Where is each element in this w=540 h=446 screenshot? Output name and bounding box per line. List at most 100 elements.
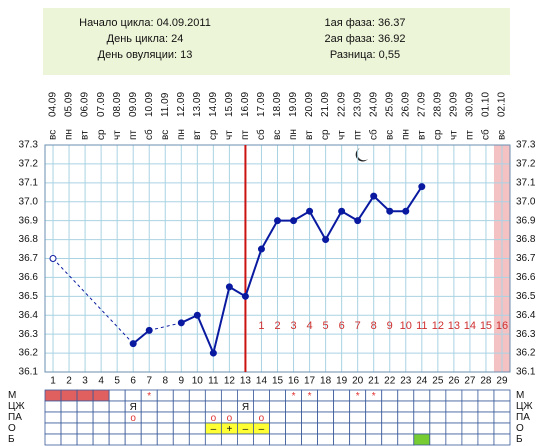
cell bbox=[188, 411, 206, 424]
cell bbox=[269, 400, 286, 413]
cell bbox=[108, 411, 126, 424]
cell bbox=[285, 400, 302, 413]
cell bbox=[365, 400, 383, 413]
cell bbox=[108, 389, 126, 402]
date-label: 08.09 bbox=[112, 92, 123, 117]
cell bbox=[317, 433, 335, 446]
y-tick-label: 37.3 bbox=[516, 140, 536, 151]
temperature-point bbox=[386, 207, 394, 215]
cell bbox=[269, 422, 286, 435]
cell bbox=[333, 389, 351, 402]
phase-day-label: 10 bbox=[400, 320, 412, 332]
x-tick-label: 26 bbox=[448, 376, 460, 387]
y-tick-label: 36.5 bbox=[516, 291, 536, 302]
temperature-point bbox=[145, 326, 153, 334]
cell bbox=[381, 433, 399, 446]
x-tick-label: 6 bbox=[130, 376, 136, 387]
y-tick-label: 36.2 bbox=[19, 348, 39, 359]
cell bbox=[60, 389, 78, 402]
weekday-label: чт bbox=[336, 130, 347, 140]
cell bbox=[172, 411, 190, 424]
y-tick-label: 36.3 bbox=[19, 329, 39, 340]
cell-mark: o bbox=[130, 413, 136, 424]
cell bbox=[60, 400, 78, 413]
row-label: М bbox=[516, 390, 524, 401]
y-tick-label: 36.7 bbox=[19, 253, 39, 264]
gap-connector bbox=[52, 258, 134, 344]
cell bbox=[285, 422, 302, 435]
cell bbox=[333, 411, 351, 424]
date-label: 10.09 bbox=[144, 92, 155, 117]
cell bbox=[397, 411, 415, 424]
y-tick-label: 36.6 bbox=[516, 272, 536, 283]
date-label: 01.10 bbox=[481, 92, 492, 117]
header-right: 2ая фаза: 36.92 bbox=[324, 33, 405, 45]
cell bbox=[76, 400, 94, 413]
cell-mark: * bbox=[356, 391, 360, 402]
temperature-point bbox=[354, 217, 362, 225]
cell bbox=[349, 422, 367, 435]
phase-day-label: 1 bbox=[258, 320, 264, 332]
cell bbox=[269, 389, 286, 402]
date-label: 21.09 bbox=[320, 92, 331, 117]
cell bbox=[204, 433, 222, 446]
weekday-label: чт bbox=[449, 130, 460, 140]
cell bbox=[301, 422, 318, 435]
phase-day-label: 14 bbox=[464, 320, 476, 332]
y-tick-label: 37.0 bbox=[19, 196, 39, 207]
date-label: 28.09 bbox=[432, 92, 443, 117]
cell bbox=[413, 389, 431, 402]
cell-mark: Я bbox=[242, 402, 249, 413]
phase-day-label: 6 bbox=[339, 320, 345, 332]
x-tick-label: 11 bbox=[208, 376, 219, 387]
y-tick-label: 36.1 bbox=[516, 367, 536, 378]
cell bbox=[413, 433, 431, 446]
y-tick-label: 36.1 bbox=[19, 367, 39, 378]
plot-frame bbox=[44, 144, 511, 373]
x-tick-label: 23 bbox=[400, 376, 412, 387]
header-left: Начало цикла: 04.09.2011 bbox=[79, 17, 211, 29]
row-label: Б bbox=[516, 434, 523, 445]
date-label: 23.09 bbox=[352, 92, 363, 117]
cell bbox=[204, 389, 222, 402]
row-label: О bbox=[516, 423, 524, 434]
phase-day-label: 15 bbox=[480, 320, 492, 332]
temperature-point bbox=[274, 217, 281, 225]
weekday-label: вс bbox=[272, 130, 283, 140]
cell bbox=[124, 389, 142, 402]
date-label: 15.09 bbox=[224, 92, 235, 117]
weekday-label: вс bbox=[497, 130, 508, 140]
cell bbox=[349, 400, 367, 413]
cell bbox=[445, 389, 463, 402]
cell-mark: Я bbox=[130, 402, 137, 413]
cell bbox=[253, 389, 270, 402]
weekday-label: сб bbox=[143, 129, 155, 140]
cell bbox=[237, 389, 254, 402]
cell bbox=[493, 433, 511, 446]
cell bbox=[44, 433, 62, 446]
temperature-point bbox=[338, 207, 346, 215]
temperature-point bbox=[209, 349, 217, 357]
weekday-label: вс bbox=[160, 130, 171, 140]
weekday-label: пт bbox=[128, 130, 139, 140]
date-label: 05.09 bbox=[64, 92, 75, 117]
cell bbox=[76, 389, 94, 402]
date-label: 07.09 bbox=[96, 92, 107, 117]
cell bbox=[477, 400, 495, 413]
cell bbox=[349, 411, 367, 424]
date-label: 25.09 bbox=[384, 92, 395, 117]
temperature-point bbox=[402, 207, 410, 215]
weekday-label: пт bbox=[240, 130, 251, 140]
y-tick-label: 37.0 bbox=[516, 196, 536, 207]
cell bbox=[477, 422, 495, 435]
cell bbox=[493, 400, 511, 413]
weekday-label: пн bbox=[64, 129, 75, 140]
weekday-label: чт bbox=[224, 130, 235, 140]
weekday-label: вт bbox=[304, 130, 315, 140]
y-tick-label: 37.3 bbox=[19, 140, 39, 151]
phase-day-label: 9 bbox=[387, 320, 393, 332]
cell-mark: * bbox=[308, 391, 312, 402]
x-tick-label: 13 bbox=[240, 376, 252, 387]
cell-mark: * bbox=[372, 391, 376, 402]
cell bbox=[429, 422, 447, 435]
